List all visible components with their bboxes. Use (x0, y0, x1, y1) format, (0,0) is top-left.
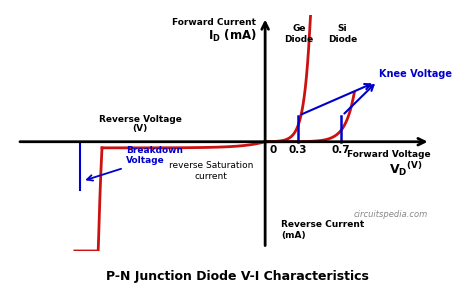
Text: 0.7: 0.7 (332, 145, 351, 155)
Text: Forward Voltage: Forward Voltage (347, 150, 430, 160)
Text: $\mathbf{I_D}$ (mA): $\mathbf{I_D}$ (mA) (208, 28, 256, 44)
Text: reverse Saturation
current: reverse Saturation current (169, 161, 253, 181)
Text: Si
Diode: Si Diode (328, 24, 357, 44)
Text: Forward Current: Forward Current (173, 18, 256, 27)
Text: Knee Voltage: Knee Voltage (379, 69, 452, 79)
Text: 0.3: 0.3 (289, 145, 307, 155)
Text: P-N Junction Diode V-I Characteristics: P-N Junction Diode V-I Characteristics (106, 270, 368, 283)
Text: 0: 0 (270, 145, 277, 155)
Text: circuitspedia.com: circuitspedia.com (354, 210, 428, 219)
Text: (mA): (mA) (282, 231, 306, 240)
Text: Reverse Voltage: Reverse Voltage (99, 115, 182, 124)
Text: Breakdown
Voltage: Breakdown Voltage (126, 146, 183, 165)
Text: $\mathbf{V_D}$$^{\mathbf{(V)}}$: $\mathbf{V_D}$$^{\mathbf{(V)}}$ (389, 160, 423, 178)
Text: (V): (V) (132, 124, 148, 133)
Text: Reverse Current: Reverse Current (282, 221, 365, 229)
Text: Ge
Diode: Ge Diode (284, 24, 313, 44)
